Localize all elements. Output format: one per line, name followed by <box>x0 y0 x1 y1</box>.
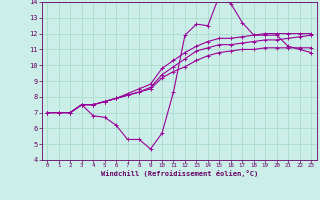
X-axis label: Windchill (Refroidissement éolien,°C): Windchill (Refroidissement éolien,°C) <box>100 170 258 177</box>
